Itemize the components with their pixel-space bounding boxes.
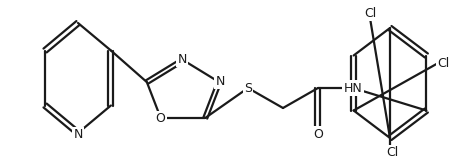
Text: O: O bbox=[156, 112, 165, 125]
Text: N: N bbox=[177, 52, 186, 66]
Text: Cl: Cl bbox=[363, 6, 375, 19]
Text: S: S bbox=[243, 82, 252, 94]
Text: Cl: Cl bbox=[436, 56, 448, 70]
Text: N: N bbox=[73, 128, 82, 141]
Text: HN: HN bbox=[343, 82, 362, 94]
Text: Cl: Cl bbox=[385, 147, 397, 160]
Text: O: O bbox=[313, 127, 322, 140]
Text: N: N bbox=[215, 75, 224, 88]
